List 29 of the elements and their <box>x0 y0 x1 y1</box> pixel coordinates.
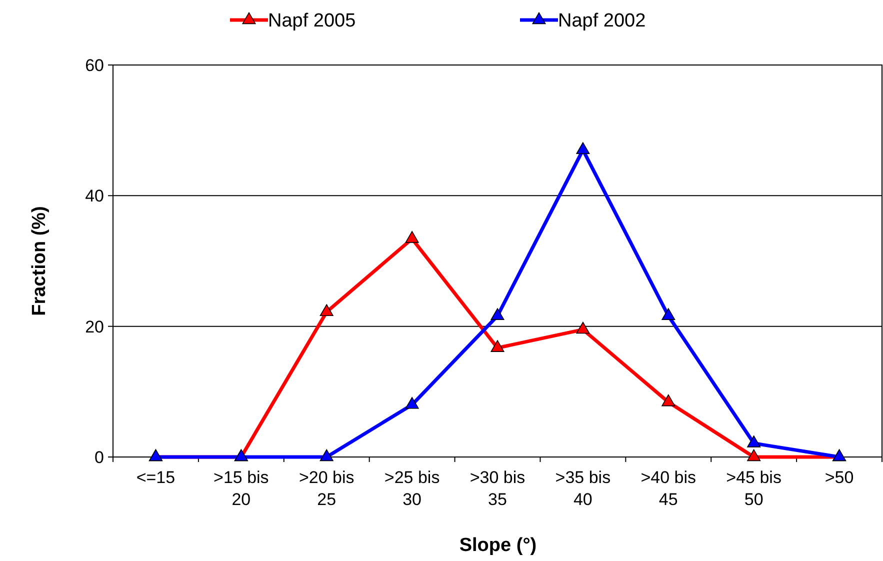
point <box>405 231 419 243</box>
x-tick-label: >30 bis 35 <box>470 468 526 509</box>
y-tick-label: 20 <box>85 317 104 336</box>
y-tick-label: 0 <box>94 448 104 467</box>
point <box>662 308 676 320</box>
point <box>490 340 504 352</box>
point <box>576 142 590 154</box>
x-tick-label: >50 <box>824 468 854 487</box>
point <box>747 449 761 462</box>
x-tick-label: >40 bis 45 <box>640 468 696 509</box>
x-tick-label: >35 bis 40 <box>555 468 611 509</box>
x-tick-label: >15 bis 20 <box>214 468 269 509</box>
y-axis-title: Fraction (%) <box>29 206 50 316</box>
point <box>405 396 419 409</box>
legend-label: Napf 2002 <box>558 10 646 32</box>
point <box>320 304 334 316</box>
point <box>490 308 504 320</box>
x-tick-label: <=15 <box>136 468 176 487</box>
y-tick-label: 60 <box>85 56 104 75</box>
x-tick-label: >45 bis 50 <box>726 468 782 509</box>
x-tick-label: >25 bis 30 <box>384 468 440 509</box>
y-tick-label: 40 <box>85 186 104 206</box>
legend-label: Napf 2005 <box>268 10 356 32</box>
x-tick-label: >20 bis 25 <box>298 468 354 509</box>
point <box>320 449 334 462</box>
x-axis-title: Slope (°) <box>459 535 537 556</box>
point <box>747 436 761 448</box>
point <box>662 394 676 406</box>
point <box>576 322 590 334</box>
